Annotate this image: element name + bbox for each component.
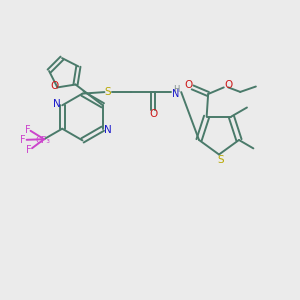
Text: O: O <box>184 80 192 90</box>
Text: F: F <box>20 135 26 145</box>
Text: O: O <box>50 81 59 91</box>
Text: O: O <box>149 109 157 119</box>
Text: H: H <box>173 85 179 94</box>
Text: N: N <box>172 88 180 99</box>
Text: N: N <box>104 125 112 135</box>
Text: F: F <box>26 145 32 155</box>
Text: S: S <box>105 87 111 97</box>
Text: N: N <box>53 99 61 109</box>
Text: CF₃: CF₃ <box>35 136 50 145</box>
Text: O: O <box>224 80 232 90</box>
Text: S: S <box>217 154 224 165</box>
Text: F: F <box>25 124 30 135</box>
